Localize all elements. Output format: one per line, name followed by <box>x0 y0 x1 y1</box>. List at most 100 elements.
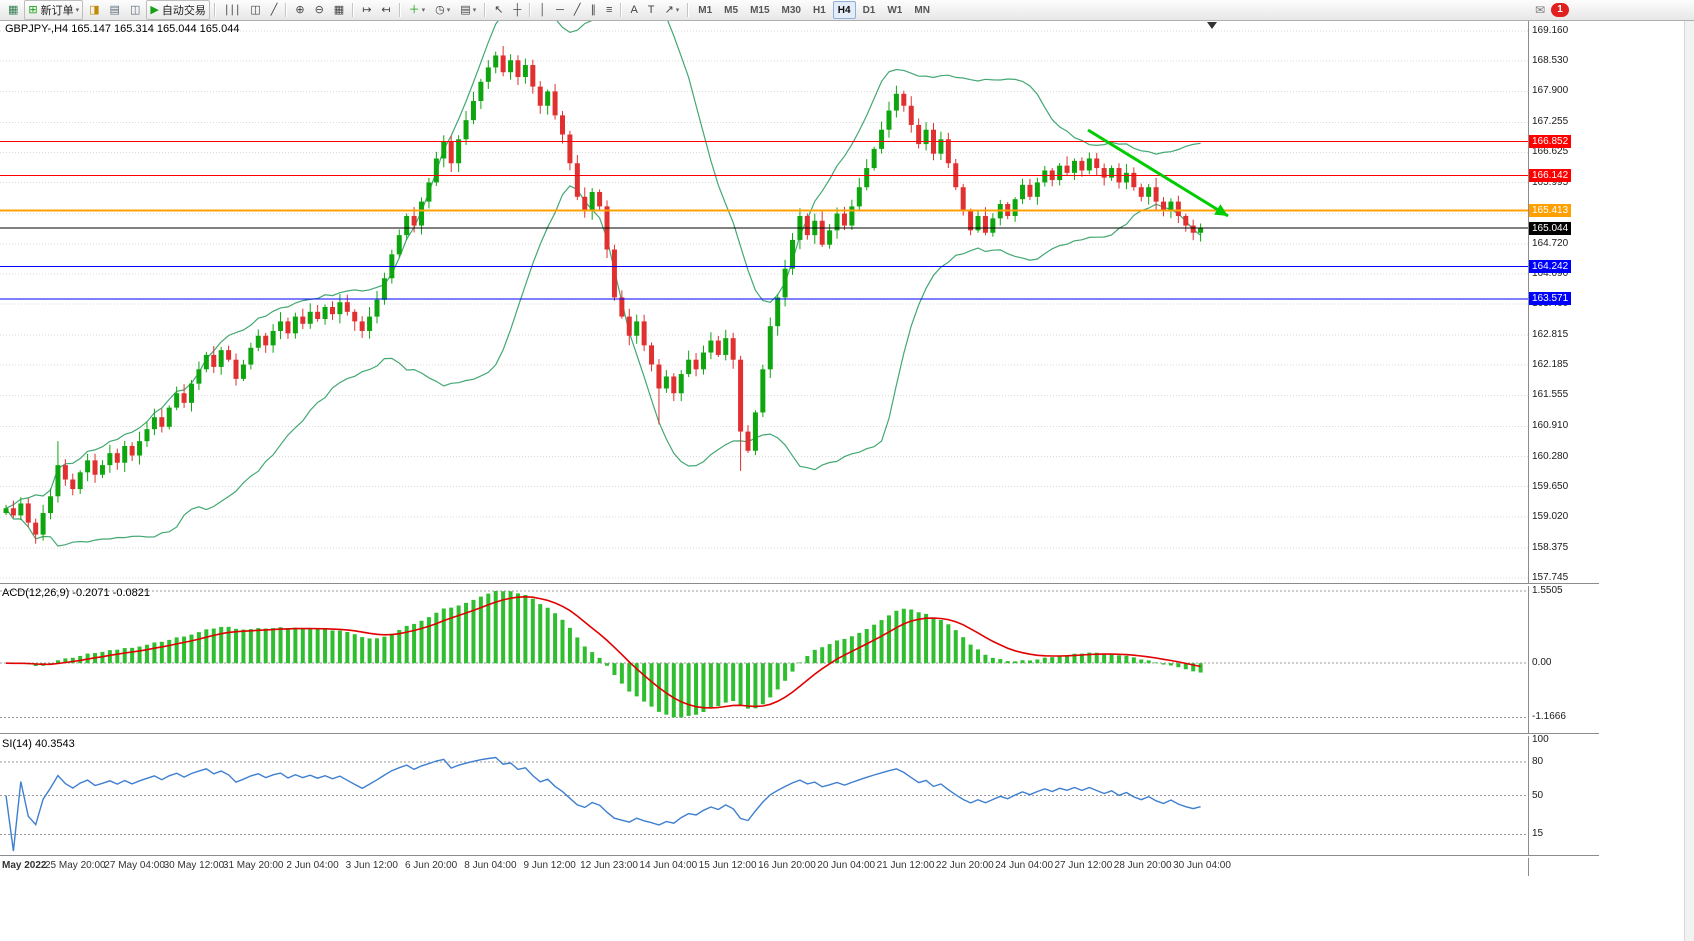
time-axis-label: 27 Jun 12:00 <box>1054 860 1113 871</box>
price-axis-label: 160.280 <box>1532 450 1569 462</box>
time-axis-label: 14 Jun 04:00 <box>639 860 698 871</box>
macd-signal-line <box>5 595 1201 709</box>
price-axis-label: 164.720 <box>1532 237 1569 249</box>
data-window-button[interactable]: ◫ <box>126 0 144 20</box>
macd-axis-label: 0.00 <box>1532 657 1552 669</box>
scrollbar[interactable] <box>1684 20 1694 941</box>
price-axis-label: 159.020 <box>1532 510 1569 522</box>
timeframe-w1-button[interactable]: W1 <box>887 4 903 16</box>
mail-icon[interactable]: ✉ <box>1534 3 1545 17</box>
candlestick-chart-button[interactable]: ◫ <box>246 0 264 20</box>
horizontal-lines-layer <box>0 141 1528 300</box>
panel-separator[interactable] <box>0 733 1599 736</box>
price-level-badge: 163.571 <box>1529 292 1572 306</box>
candles-layer <box>3 45 1204 544</box>
autotrading-button[interactable]: ▶ 自动交易 <box>146 0 210 20</box>
crosshair-icon: ┼ <box>513 4 522 16</box>
macd-indicator-chart[interactable] <box>0 585 1528 733</box>
vertical-line-button[interactable]: │ <box>535 0 550 20</box>
time-axis-label: 25 May 20:00 <box>44 860 106 871</box>
price-level-badge: 166.852 <box>1529 135 1572 149</box>
zoom-out-icon: ⊖ <box>314 4 324 16</box>
trend-arrow <box>1087 128 1229 218</box>
candlestick-chart-icon: ◫ <box>250 4 261 16</box>
time-axis-label: 2 Jun 04:00 <box>286 860 339 871</box>
dropdown-arrow-icon: ▾ <box>421 7 426 14</box>
vertical-line-icon: │ <box>539 4 547 16</box>
time-axis-label: 9 Jun 12:00 <box>523 860 576 871</box>
toolbar-separator <box>484 3 487 17</box>
line-chart-button[interactable]: ╱ <box>267 0 282 20</box>
time-axis-label: 20 Jun 04:00 <box>817 860 876 871</box>
chart-shift-button[interactable]: ↤ <box>377 0 394 20</box>
templates-button[interactable]: ▤ ▾ <box>456 0 480 20</box>
panel-separator <box>0 855 1599 858</box>
time-axis-label: 16 Jun 20:00 <box>757 860 816 871</box>
trendline-button[interactable]: ╱ <box>570 0 585 20</box>
text-label-button[interactable]: T <box>644 0 659 20</box>
timeframe-mn-button[interactable]: MN <box>914 4 930 16</box>
auto-scroll-button[interactable]: ↦ <box>358 0 375 20</box>
crosshair-button[interactable]: ┼ <box>509 0 525 20</box>
notification-badge[interactable]: 1 <box>1551 3 1569 17</box>
new-order-button-label: 新订单 <box>40 5 74 17</box>
price-axis-label: 159.650 <box>1532 480 1569 492</box>
line-chart-icon: ╱ <box>270 4 278 16</box>
price-axis-label: 161.555 <box>1532 389 1569 401</box>
autotrading-icon: ▶ <box>150 4 159 16</box>
dropdown-arrow-icon: ▾ <box>675 7 680 14</box>
cursor-button[interactable]: ↖ <box>490 0 507 20</box>
new-chart-button[interactable]: ▦ <box>4 0 22 20</box>
rsi-indicator-chart[interactable] <box>0 736 1528 855</box>
price-axis-label: 164.090 <box>1532 267 1569 279</box>
zoom-in-button[interactable]: ⊕ <box>291 0 308 20</box>
timeframe-h4-button[interactable]: H4 <box>832 1 856 19</box>
timeframe-d1-button[interactable]: D1 <box>862 4 876 16</box>
print-button[interactable]: ▤ <box>106 0 124 20</box>
fibonacci-icon: ≡ <box>606 4 613 16</box>
time-axis-label: 3 Jun 12:00 <box>345 860 398 871</box>
timeframe-m30-button[interactable]: M30 <box>781 4 801 16</box>
price-axis-label: 160.910 <box>1532 420 1569 432</box>
timeframe-m15-button[interactable]: M15 <box>750 4 770 16</box>
arrows-icon: ↗ <box>664 4 674 16</box>
bar-chart-button[interactable]: ∣∣∣ <box>220 0 245 20</box>
price-level-badge: 166.142 <box>1529 169 1572 183</box>
arrows-button[interactable]: ↗ ▾ <box>661 0 684 20</box>
chart-profiles-button[interactable]: ◨ <box>85 0 103 20</box>
price-axis-label: 165.995 <box>1532 176 1569 188</box>
price-axis-label: 162.815 <box>1532 329 1569 341</box>
text-button[interactable]: A <box>626 0 641 20</box>
tile-windows-button[interactable]: ▦ <box>330 0 348 20</box>
new-order-button[interactable]: ⊞ 新订单 ▾ <box>24 0 84 20</box>
time-axis-label: 8 Jun 04:00 <box>464 860 517 871</box>
panel-separator[interactable] <box>0 583 1599 586</box>
periods-icon: ◷ <box>435 4 445 16</box>
periods-button[interactable]: ◷ ▾ <box>431 0 454 20</box>
timeframe-m1-button[interactable]: M1 <box>698 4 713 16</box>
rsi-axis-label: 50 <box>1532 789 1544 801</box>
time-axis-label: May 2022 <box>2 860 47 871</box>
price-level-badge: 165.044 <box>1529 221 1572 235</box>
time-axis-label: 30 May 12:00 <box>163 860 225 871</box>
toolbar-separator <box>529 3 532 17</box>
macd-histogram <box>11 591 1203 718</box>
toolbar-separator <box>687 3 690 17</box>
equidistant-channel-button[interactable]: ∥ <box>587 0 601 20</box>
dropdown-arrow-icon: ▾ <box>75 7 80 14</box>
price-axis-label: 167.900 <box>1532 85 1569 97</box>
bollinger-bands-layer <box>5 20 1201 547</box>
candlestick-chart[interactable] <box>0 20 1528 583</box>
toolbar-separator <box>398 3 401 17</box>
toolbar-separator <box>285 3 288 17</box>
timeframe-h1-button[interactable]: H1 <box>812 4 826 16</box>
timeframe-m5-button[interactable]: M5 <box>724 4 739 16</box>
horizontal-line-button[interactable]: ─ <box>552 0 568 20</box>
time-axis-label: 30 Jun 04:00 <box>1173 860 1231 871</box>
indicators-button[interactable]: ＋ ▾ <box>405 0 430 20</box>
fibonacci-button[interactable]: ≡ <box>602 0 616 20</box>
time-axis-label: 27 May 04:00 <box>104 860 165 871</box>
price-level-badge: 164.242 <box>1529 260 1572 274</box>
time-axis-label: 12 Jun 23:00 <box>580 860 638 871</box>
zoom-out-button[interactable]: ⊖ <box>311 0 328 20</box>
